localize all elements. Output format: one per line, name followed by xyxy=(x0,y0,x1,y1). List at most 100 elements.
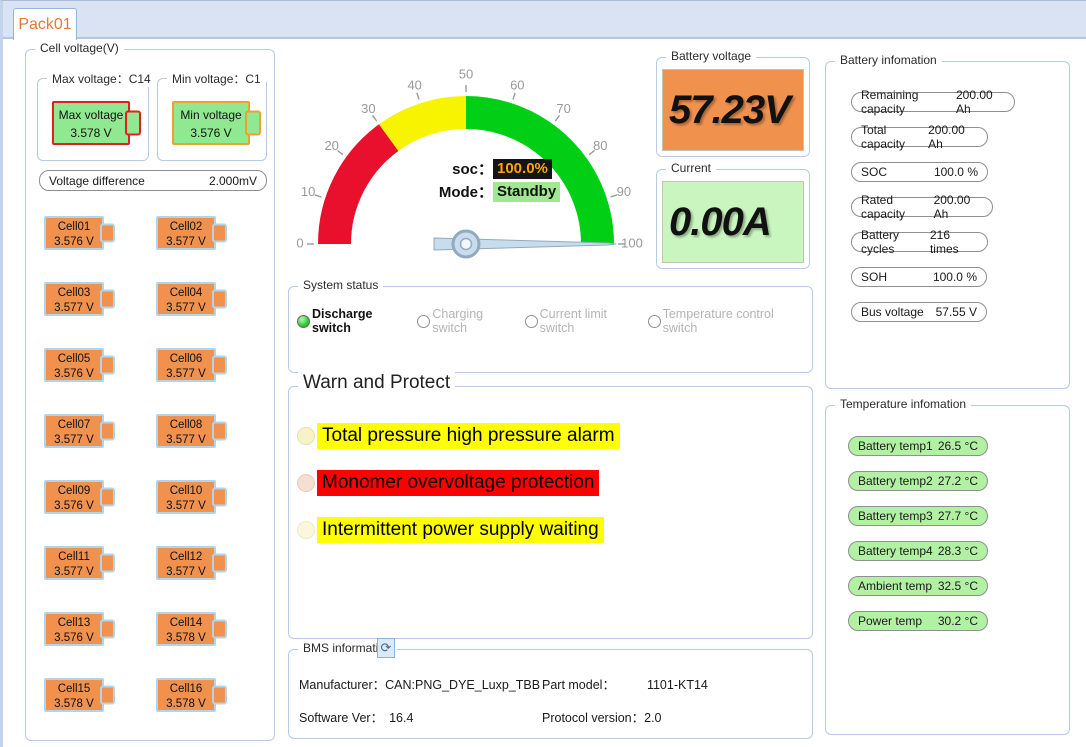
current-limit-switch-radio[interactable]: Current limit switch xyxy=(524,307,639,335)
cell-battery: Cell04 3.577 V xyxy=(156,282,216,316)
max-voltage-value: 3.578 V xyxy=(70,126,112,140)
gauge-segment-green xyxy=(465,96,614,245)
cell-battery: Cell01 3.576 V xyxy=(44,216,104,250)
gauge-needle xyxy=(433,229,617,259)
gauge-segment-red xyxy=(318,124,399,245)
cell-name: Cell08 xyxy=(169,419,203,431)
cell-name: Cell10 xyxy=(169,485,203,497)
temp-pill: Power temp 30.2 °C xyxy=(848,611,988,631)
max-voltage-group: Max voltage：C14 Max voltage 3.578 V xyxy=(37,70,156,161)
cell-battery: Cell06 3.577 V xyxy=(156,348,216,382)
temp-pill: Battery temp4 28.3 °C xyxy=(848,541,988,561)
info-label: SOH xyxy=(861,270,888,284)
temp-pill: Battery temp2 27.2 °C xyxy=(848,471,988,491)
min-voltage-value: 3.576 V xyxy=(190,126,232,140)
cell-battery: Cell11 3.577 V xyxy=(44,546,104,580)
cell-value: 3.576 V xyxy=(54,368,94,380)
info-value: 200.00 Ah xyxy=(928,123,965,151)
temperature-control-switch-radio[interactable]: Temperature control switch xyxy=(647,307,803,335)
svg-text:30: 30 xyxy=(361,101,375,116)
voltage-difference: Voltage difference 2.000mV xyxy=(39,170,267,191)
svg-text:90: 90 xyxy=(617,184,631,199)
svg-text:40: 40 xyxy=(407,78,421,93)
voltage-difference-label: Voltage difference xyxy=(49,173,145,188)
temp-value: 32.5 °C xyxy=(937,579,978,593)
mode-label: Mode： xyxy=(438,184,493,201)
gauge-ticks xyxy=(307,85,625,245)
cell-battery: Cell14 3.578 V xyxy=(156,612,216,646)
temp-label: Battery temp1 xyxy=(858,439,933,453)
cell-value: 3.578 V xyxy=(166,698,206,710)
temp-pill: Battery temp3 27.7 °C xyxy=(848,506,988,526)
max-voltage-label: Max voltage xyxy=(58,108,124,122)
info-pill: Total capacity 200.00 Ah xyxy=(851,123,988,151)
cell-name: Cell16 xyxy=(169,683,203,695)
soc-gauge: 0 10 20 30 40 50 60 70 80 90 100 xyxy=(296,66,643,259)
info-pill: Bus voltage 57.55 V xyxy=(851,302,987,322)
temp-pill: Ambient temp 32.5 °C xyxy=(848,576,988,596)
temp-label: Battery temp3 xyxy=(858,509,933,523)
discharge-switch-radio[interactable]: Discharge switch xyxy=(297,307,408,335)
mode-value: Standby xyxy=(493,181,561,202)
cell-value: 3.576 V xyxy=(54,500,94,512)
info-label: Remaining capacity xyxy=(861,88,919,116)
bms-information-panel: BMS information ⟳ Manufacturer：CAN:PNG_D… xyxy=(288,638,813,739)
cell-value: 3.576 V xyxy=(54,632,94,644)
radio-off-icon xyxy=(417,314,431,328)
temp-value: 27.2 °C xyxy=(937,474,978,488)
svg-text:60: 60 xyxy=(510,78,524,93)
current-panel: Current 0.00A xyxy=(656,161,810,269)
info-value: 200.00 Ah xyxy=(933,193,971,221)
info-pill: SOC 100.0 % xyxy=(851,162,988,182)
cell-value: 3.577 V xyxy=(166,500,206,512)
alarm-row: Total pressure high pressure alarm xyxy=(297,423,620,449)
info-pill: Remaining capacity 200.00 Ah xyxy=(851,88,1015,116)
cell-name: Cell02 xyxy=(169,221,203,233)
battery-information-title: Battery infomation xyxy=(835,53,942,67)
temp-label: Battery temp4 xyxy=(858,544,933,558)
refresh-icon[interactable]: ⟳ xyxy=(377,638,395,658)
alarm-row: Monomer overvoltage protection xyxy=(297,470,600,496)
cell-name: Cell01 xyxy=(57,221,91,233)
info-pill: Battery cycles 216 times xyxy=(851,228,988,256)
cell-name: Cell07 xyxy=(57,419,91,431)
cell-name: Cell04 xyxy=(169,287,203,299)
soc-readout: soc： 100.0% Mode： Standby xyxy=(378,157,578,203)
temperature-information-panel: Temperature infomation Battery temp1 26.5… xyxy=(825,397,1070,735)
bms-information-title: BMS information xyxy=(298,641,397,655)
tab-pack01[interactable]: Pack01 xyxy=(13,8,77,40)
cell-battery: Cell13 3.576 V xyxy=(44,612,104,646)
info-value: 100.0 % xyxy=(932,270,977,284)
info-pill: SOH 100.0 % xyxy=(851,267,987,287)
cell-value: 3.577 V xyxy=(166,236,206,248)
alarm-bullet-icon xyxy=(297,427,315,445)
cell-voltage-title: Cell voltage(V) xyxy=(35,41,124,55)
warn-and-protect-title: Warn and Protect xyxy=(298,372,456,394)
max-voltage-battery: Max voltage 3.578 V xyxy=(52,101,130,145)
radio-off-icon xyxy=(647,314,661,328)
cell-value: 3.576 V xyxy=(54,236,94,248)
svg-text:70: 70 xyxy=(556,101,570,116)
cell-name: Cell13 xyxy=(57,617,91,629)
info-label: SOC xyxy=(861,165,888,179)
battery-voltage-value: 57.23V xyxy=(662,69,804,151)
alarm-text: Monomer overvoltage protection xyxy=(317,470,600,496)
switch-label: Temperature control switch xyxy=(662,307,774,335)
charging-switch-radio[interactable]: Charging switch xyxy=(417,307,515,335)
manufacturer-label: Manufacturer： xyxy=(299,678,386,692)
software-ver-value: 16.4 xyxy=(389,711,414,725)
soc-label: soc： xyxy=(452,161,493,178)
min-voltage-group: Min voltage：C1 Min voltage 3.576 V xyxy=(157,70,267,161)
system-status-title: System status xyxy=(298,278,384,292)
protocol-version-label: Protocol version： xyxy=(542,711,645,725)
switch-label: Current limit switch xyxy=(539,307,607,335)
cell-value: 3.577 V xyxy=(166,434,206,446)
protocol-version-value: 2.0 xyxy=(644,711,662,725)
info-label: Total capacity xyxy=(861,123,906,151)
battery-information-list: Remaining capacity 200.00 Ah Total capaci… xyxy=(851,88,1015,337)
radio-off-icon xyxy=(524,314,538,328)
alarm-bullet-icon xyxy=(297,474,315,492)
part-model-value: 1101-KT14 xyxy=(646,678,708,692)
cell-name: Cell14 xyxy=(169,617,203,629)
temperature-information-title: Temperature infomation xyxy=(835,397,972,411)
